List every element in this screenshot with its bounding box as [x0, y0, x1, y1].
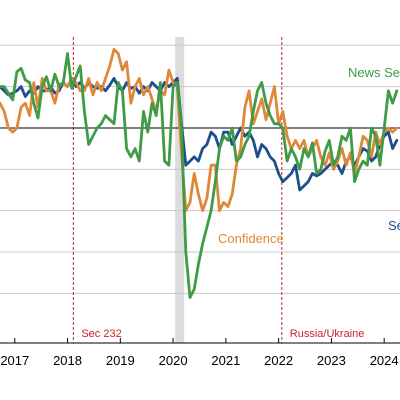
- series-label-sentiment: Se: [388, 218, 400, 233]
- event-markers: Sec 232 Russia/Ukraine: [72, 37, 365, 343]
- series-lines: [0, 48, 399, 299]
- x-tick-label-2017: 2017: [0, 353, 29, 368]
- series-line-confidence: [0, 48, 399, 213]
- series-line-sentiment: [0, 77, 399, 192]
- x-tick-label-2020: 2020: [159, 353, 188, 368]
- x-tick-label-2019: 2019: [106, 353, 135, 368]
- shaded-period: [175, 37, 185, 343]
- x-axis: 2017 2018 2019 2020 2021 2022 2023 2024: [0, 338, 400, 368]
- series-line-news-sentiment: [0, 52, 399, 299]
- event-label-sec-232: Sec 232: [81, 328, 121, 340]
- series-label-news-sentiment: News Se: [348, 65, 400, 80]
- x-tick-label-2022: 2022: [264, 353, 293, 368]
- x-tick-label-2023: 2023: [317, 353, 346, 368]
- event-label-russia-ukraine: Russia/Ukraine: [290, 328, 365, 340]
- series-label-confidence: Confidence: [218, 231, 284, 246]
- x-tick-label-2018: 2018: [53, 353, 82, 368]
- x-tick-label-2021: 2021: [211, 353, 240, 368]
- recession-shade: [175, 37, 185, 343]
- series-labels: News Se Confidence Se: [218, 65, 400, 246]
- x-tick-label-2024: 2024: [370, 353, 399, 368]
